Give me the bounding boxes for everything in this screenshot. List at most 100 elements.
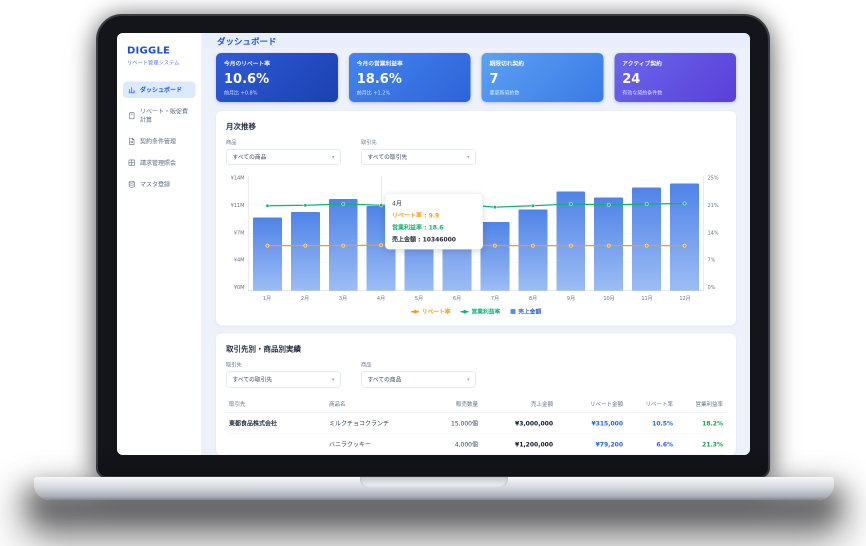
legend-label: 営業利益率	[471, 308, 501, 315]
cell-rebate-amount: ¥315,000	[556, 412, 626, 434]
cell-sales: ¥3,000,000	[481, 412, 556, 434]
y-axis-right: 25% 21% 14% 7% 0%	[704, 176, 726, 291]
tooltip-rebate-rate: リベート率 : 9.9	[392, 212, 440, 219]
brand-subtitle: リベート管理システム	[127, 60, 180, 66]
document-icon	[129, 137, 135, 145]
x-axis-label: 8月	[528, 296, 538, 302]
sidebar: DIGGLE リベート管理システム ダッシュボード リベート・販促費計算	[117, 33, 202, 455]
dashboard-icon	[128, 87, 135, 94]
sidebar-item-label: 請求管理照会	[140, 159, 177, 167]
legend-label: 売上金額	[518, 308, 542, 315]
laptop-display: DIGGLE リベート管理システム ダッシュボード リベート・販促費計算	[117, 33, 750, 455]
kpi-subtext: 有効な契約条件数	[622, 90, 663, 97]
sidebar-item-dashboard[interactable]: ダッシュボード	[123, 81, 196, 98]
legend-label: リベート率	[421, 308, 451, 315]
results-partner-filter-select[interactable]: すべての取引先 ▾	[226, 371, 341, 388]
partner-filter-select[interactable]: すべての取引先 ▾	[361, 149, 476, 165]
results-product-filter-label: 商品	[361, 362, 372, 368]
sidebar-item-label: リベート・販促費計算	[140, 108, 189, 124]
kpi-subtext: 前月比 +1.2%	[356, 90, 391, 97]
sidebar-item-billing-inquiry[interactable]: 請求管理照会	[123, 155, 196, 172]
sales-bar[interactable]	[253, 217, 282, 291]
sidebar-item-contract-terms[interactable]: 契約条件管理	[123, 133, 196, 150]
axis-tick-label: ¥0M	[233, 285, 245, 291]
cell-sales: ¥1,200,000	[481, 433, 556, 455]
kpi-subtext: 要更新契約数	[489, 90, 520, 97]
chart-plot[interactable]	[248, 176, 704, 291]
table-row[interactable]: 東都食品株式会社 ミルクチョコクランチ 15,000個 ¥3,000,000 ¥…	[226, 412, 726, 434]
sidebar-item-label: マスタ登録	[140, 181, 171, 188]
kpi-cards-row: 今月のリベート率 10.6% 前月比 +0.8% 今月の営業利益率 18.6% …	[216, 53, 736, 102]
legend-profit-rate: 営業利益率	[460, 308, 501, 316]
col-sales: 売上金額	[481, 395, 556, 413]
col-profit-rate: 営業利益率	[676, 395, 726, 413]
laptop-screen-bezel: DIGGLE リベート管理システム ダッシュボード リベート・販促費計算	[96, 14, 770, 478]
product-filter: 商品 すべての商品 ▾	[226, 139, 341, 165]
square-marker-icon	[510, 309, 516, 314]
cell-product: バニラクッキー	[326, 433, 421, 455]
main-area: ダッシュボード 今月のリベート率 10.6% 前月比 +0.8% 今月の営業利益…	[202, 33, 750, 455]
kpi-value: 10.6%	[224, 71, 270, 87]
x-axis-label: 9月	[566, 296, 576, 302]
results-partner-filter: 取引先 すべての取引先 ▾	[226, 361, 341, 388]
kpi-value: 24	[622, 71, 641, 87]
sidebar-item-rebate-calc[interactable]: リベート・販促費計算	[123, 103, 196, 128]
content: 今月のリベート率 10.6% 前月比 +0.8% 今月の営業利益率 18.6% …	[202, 48, 750, 455]
line-marker-icon	[410, 309, 419, 314]
kpi-label: 今月の営業利益率	[356, 60, 403, 67]
chevron-down-icon: ▾	[466, 376, 470, 383]
sales-bar[interactable]	[518, 209, 548, 291]
y-axis-left: ¥14M ¥11M ¥7M ¥4M ¥0M	[226, 176, 248, 291]
x-axis-label: 4月	[376, 296, 386, 302]
results-title: 取引先別・商品別実績	[226, 344, 302, 354]
chevron-down-icon: ▾	[331, 154, 335, 160]
partner-filter-label: 取引先	[361, 139, 377, 146]
sidebar-item-label: ダッシュボード	[140, 86, 183, 94]
results-partner-filter-label: 取引先	[226, 362, 242, 368]
sales-bar[interactable]	[480, 221, 510, 291]
sales-bar[interactable]	[290, 211, 320, 291]
kpi-subtext: 前月比 +0.8%	[224, 90, 258, 97]
cell-rebate-amount: ¥79,200	[556, 433, 626, 455]
table-header-row: 取引先 商品名 販売数量 売上金額 リベート金額 リベート率 営業利益率	[226, 395, 726, 413]
kpi-card-rebate-rate: 今月のリベート率 10.6% 前月比 +0.8%	[216, 53, 338, 102]
select-value: すべての取引先	[367, 153, 408, 161]
axis-tick-label: 21%	[707, 202, 719, 209]
kpi-card-active-contracts: アクティブ契約 24 有効な契約条件数	[614, 53, 736, 102]
laptop-base	[34, 477, 834, 500]
monthly-trend-title: 月次推移	[226, 122, 257, 131]
cell-quantity: 15,000個	[421, 412, 481, 434]
results-product-filter-select[interactable]: すべての商品 ▾	[361, 371, 476, 388]
kpi-card-profit-rate: 今月の営業利益率 18.6% 前月比 +1.2%	[348, 53, 471, 102]
x-axis-label: 6月	[452, 296, 462, 302]
page-title: ダッシュボード	[217, 36, 277, 47]
x-axis-label: 10月	[603, 296, 615, 302]
cell-rebate-rate: 10.5%	[626, 412, 676, 434]
axis-tick-label: ¥7M	[233, 230, 245, 236]
col-product: 商品名	[326, 395, 421, 413]
partner-filter: 取引先 すべての取引先 ▾	[361, 139, 476, 165]
sales-bar[interactable]	[556, 191, 586, 291]
sidebar-item-label: 契約条件管理	[140, 138, 177, 145]
sidebar-item-master-registration[interactable]: マスタ登録	[123, 176, 196, 193]
product-filter-select[interactable]: すべての商品 ▾	[226, 149, 341, 165]
x-axis-label: 5月	[414, 296, 424, 302]
chart-tooltip: 4月 リベート率 : 9.9 営業利益率 : 18.6 売上金額 : 10346…	[385, 193, 483, 250]
brand-logo: DIGGLE	[127, 44, 171, 56]
monthly-filters: 商品 すべての商品 ▾ 取引先 すべての取引先	[226, 139, 726, 165]
col-rebate-amount: リベート金額	[556, 395, 626, 413]
results-filters: 取引先 すべての取引先 ▾ 商品 すべての商品	[226, 361, 726, 388]
axis-tick-label: 14%	[707, 230, 719, 236]
legend-sales-amount: 売上金額	[510, 308, 541, 316]
col-partner: 取引先	[226, 395, 326, 413]
database-icon	[128, 180, 135, 188]
combo-chart: ¥14M ¥11M ¥7M ¥4M ¥0M	[226, 176, 726, 316]
x-axis-label: 12月	[679, 296, 691, 302]
monthly-trend-panel: 月次推移 商品 すべての商品 ▾ 取引先	[216, 111, 736, 326]
sales-bar[interactable]	[670, 183, 699, 291]
table-row[interactable]: バニラクッキー 4,000個 ¥1,200,000 ¥79,200 6.6% 2…	[226, 433, 726, 455]
kpi-value: 18.6%	[356, 71, 402, 87]
x-axis-label: 11月	[641, 296, 653, 302]
legend-rebate-rate: リベート率	[410, 308, 451, 316]
